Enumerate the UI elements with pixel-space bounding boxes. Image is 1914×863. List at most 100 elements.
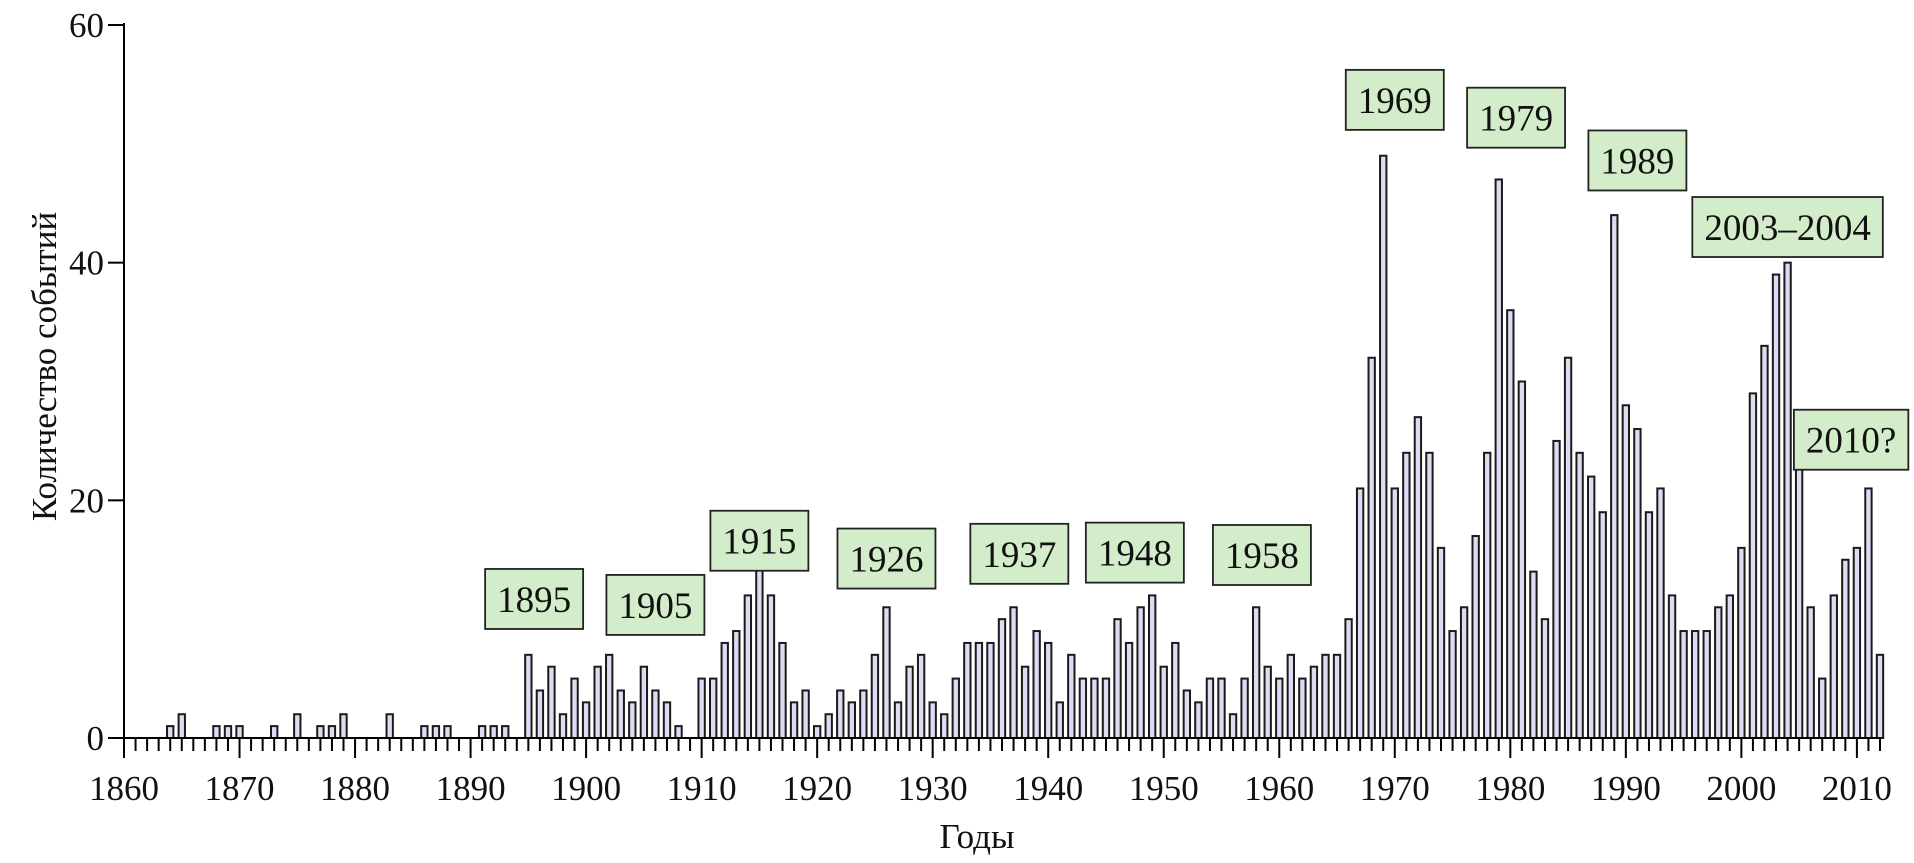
bar-2009 <box>1841 558 1850 739</box>
annotation-text: 1937 <box>982 535 1056 576</box>
annotation-text: 1905 <box>618 586 692 627</box>
bar-1992 <box>1644 511 1654 739</box>
bar-1905 <box>639 665 649 740</box>
annotation-2003–2004: 2003–2004 <box>1691 196 1884 258</box>
bar-1977 <box>1471 534 1480 739</box>
bars-group <box>166 154 1885 740</box>
bar-1982 <box>1529 570 1538 739</box>
bar-1914 <box>743 594 753 740</box>
bar-1903 <box>616 689 625 739</box>
bar-1887 <box>431 725 441 739</box>
annotation-box <box>836 527 937 590</box>
bar-1972 <box>1413 416 1423 739</box>
x-tick-label-2000: 2000 <box>1706 769 1776 808</box>
annotation-box <box>1084 521 1185 584</box>
bar-2007 <box>1818 677 1827 740</box>
bar-1952 <box>1182 689 1192 739</box>
bar-1945 <box>1101 677 1111 740</box>
bar-1995 <box>1679 630 1688 739</box>
bar-1997 <box>1702 630 1711 739</box>
bar-2000 <box>1737 546 1746 739</box>
bar-1877 <box>316 725 325 739</box>
annotation-text: 1948 <box>1098 534 1172 575</box>
bar-1883 <box>385 713 394 739</box>
bar-1926 <box>882 606 891 740</box>
annotation-1895: 1895 <box>484 568 585 630</box>
bar-1892 <box>489 725 498 739</box>
annotation-1937: 1937 <box>969 522 1070 585</box>
x-tick-label-1960: 1960 <box>1244 769 1314 808</box>
bar-1950 <box>1159 665 1168 740</box>
bar-1940 <box>1044 641 1053 739</box>
annotation-box <box>969 522 1070 585</box>
bar-1937 <box>1009 606 1018 740</box>
bar-1933 <box>963 641 972 739</box>
annotation-1979: 1979 <box>1466 86 1566 149</box>
bar-1912 <box>720 641 729 739</box>
bar-1898 <box>558 713 568 739</box>
bar-1904 <box>628 701 637 739</box>
x-tick-label-1890: 1890 <box>436 769 506 808</box>
bar-1943 <box>1078 677 1088 740</box>
bar-1913 <box>732 630 741 739</box>
bar-1865 <box>177 713 186 739</box>
annotation-box <box>1691 196 1884 258</box>
bar-1996 <box>1690 630 1700 739</box>
x-tick-label-1930: 1930 <box>898 769 968 808</box>
bar-1896 <box>535 689 545 739</box>
bar-1932 <box>951 677 960 740</box>
bar-1899 <box>570 677 579 740</box>
bar-1984 <box>1552 439 1561 739</box>
bar-1895 <box>524 653 533 740</box>
x-tick-label-1900: 1900 <box>551 769 621 808</box>
bar-1869 <box>223 725 233 739</box>
bar-1976 <box>1459 606 1469 740</box>
bar-1953 <box>1194 701 1203 739</box>
bar-1924 <box>859 689 868 739</box>
x-tick-label-1870: 1870 <box>205 769 275 808</box>
bar-1919 <box>801 689 810 739</box>
bar-1875 <box>293 713 302 739</box>
bar-1975 <box>1448 630 1457 739</box>
bar-1974 <box>1436 546 1446 739</box>
x-tick-label-1980: 1980 <box>1475 769 1545 808</box>
bar-1916 <box>766 594 776 740</box>
bar-1999 <box>1725 594 1734 740</box>
bar-1957 <box>1240 677 1249 740</box>
annotation-text: 1989 <box>1600 141 1674 182</box>
bar-1949 <box>1148 594 1157 740</box>
bar-1960 <box>1275 677 1284 740</box>
bar-2002 <box>1760 344 1769 739</box>
bar-2008 <box>1829 594 1838 740</box>
bar-1955 <box>1217 677 1226 740</box>
bar-1956 <box>1228 713 1238 739</box>
bar-1897 <box>547 665 556 740</box>
annotation-text: 2010? <box>1806 421 1896 462</box>
bar-1959 <box>1263 665 1272 740</box>
bar-2004 <box>1783 261 1792 739</box>
bar-1891 <box>477 725 487 739</box>
y-tick-label-0: 0 <box>87 719 105 758</box>
bar-1946 <box>1113 618 1122 739</box>
bar-1879 <box>339 713 348 739</box>
bar-1998 <box>1714 606 1723 740</box>
ticks-group <box>108 24 1881 758</box>
annotation-1915: 1915 <box>709 509 810 572</box>
bar-1994 <box>1667 594 1677 740</box>
annotation-text: 1895 <box>497 580 571 621</box>
bar-1908 <box>674 725 683 739</box>
x-tick-label-1920: 1920 <box>782 769 852 808</box>
bar-1901 <box>593 665 602 740</box>
bar-1873 <box>270 725 279 739</box>
bar-1915 <box>755 558 764 739</box>
x-tick-label-1990: 1990 <box>1591 769 1661 808</box>
annotation-2010?: 2010? <box>1793 408 1910 471</box>
bar-1963 <box>1309 665 1319 740</box>
x-tick-label-1880: 1880 <box>320 769 390 808</box>
annotation-box <box>605 574 706 636</box>
annotation-box <box>709 509 810 572</box>
bar-1969 <box>1379 154 1388 740</box>
bar-1878 <box>327 725 337 739</box>
bar-1923 <box>847 701 856 739</box>
